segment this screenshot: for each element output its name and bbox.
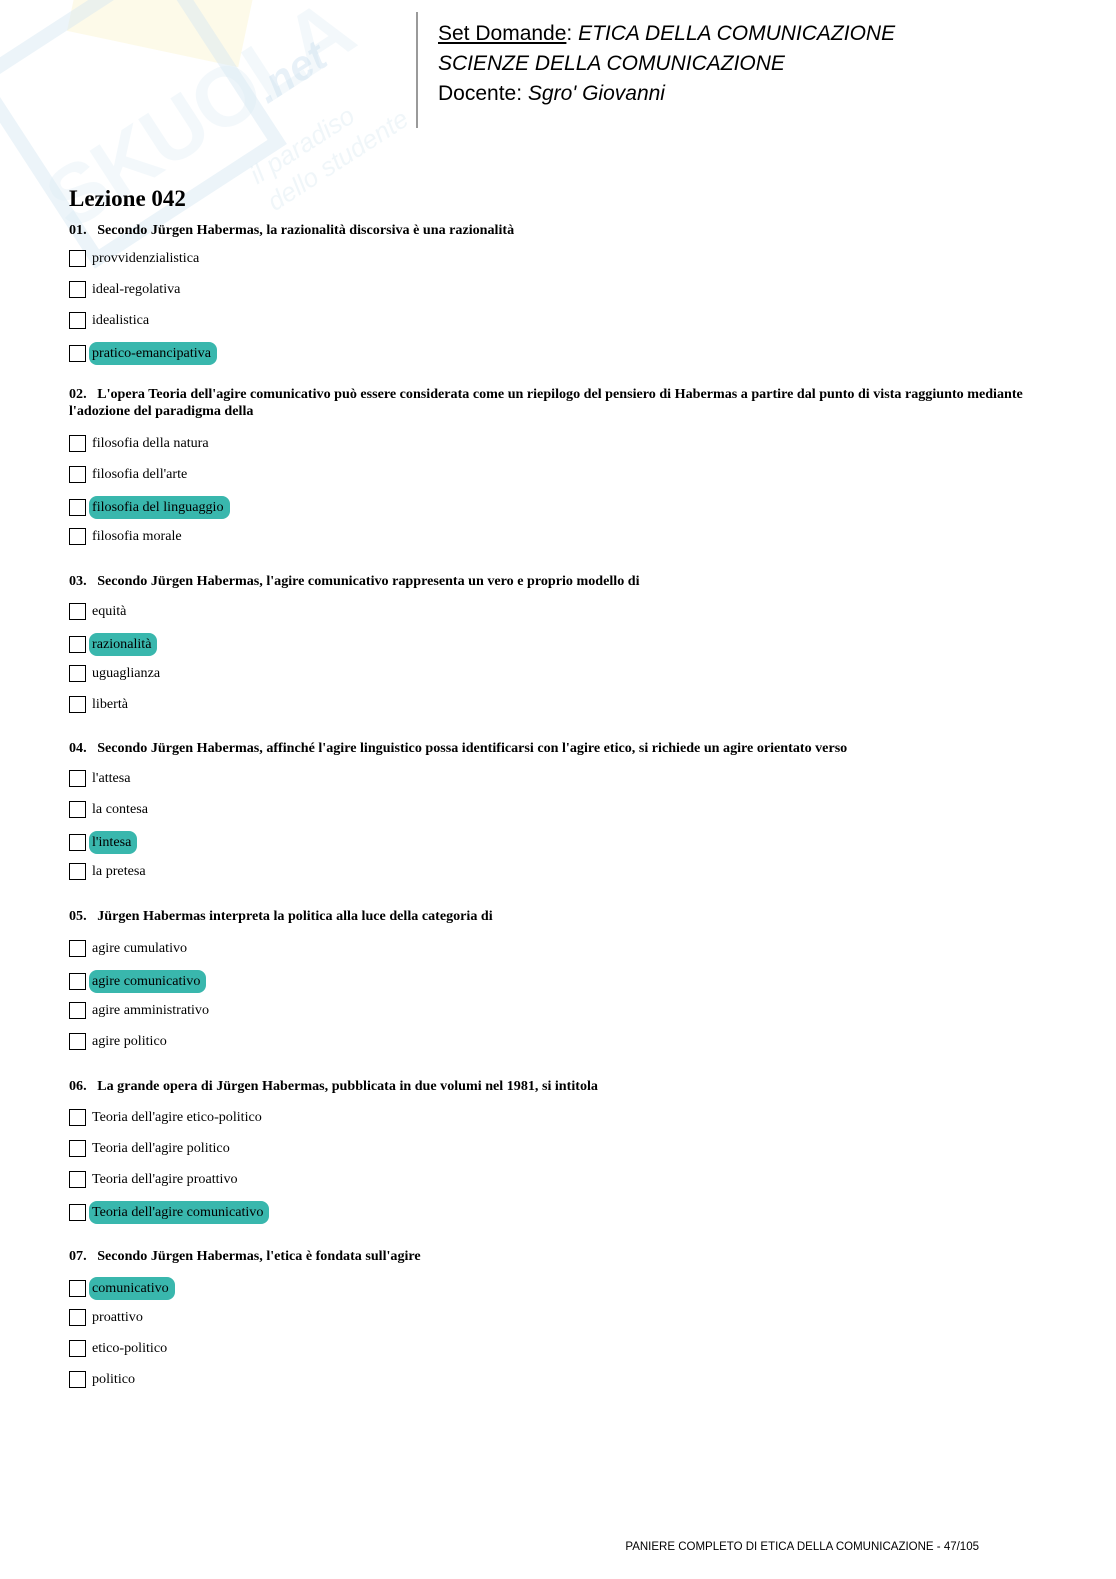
svg-text:.net: .net (246, 31, 336, 112)
svg-text:dello studente: dello studente (262, 103, 414, 216)
svg-text:il paradiso: il paradiso (244, 100, 360, 190)
